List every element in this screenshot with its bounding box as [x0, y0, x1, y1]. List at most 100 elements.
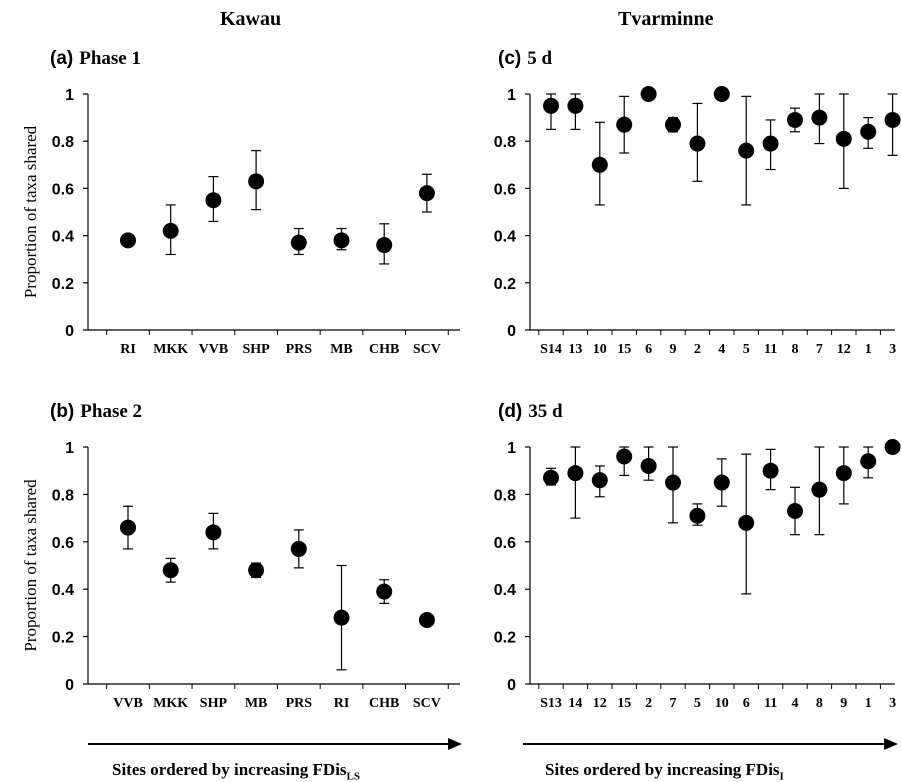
panel-d-data-point: [616, 448, 633, 465]
panel-a-category-label: SCV: [413, 342, 441, 357]
panel-c-data-point: [811, 109, 828, 126]
panel-c-category-label: 5: [743, 342, 750, 357]
panel-c-y-tick-label: 0: [507, 323, 516, 340]
panel-d-y-tick-label: 0.6: [494, 535, 516, 552]
panel-d-data-point: [567, 465, 584, 482]
panel-d-category-label: 15: [617, 696, 631, 711]
panel-a-category-label: MKK: [153, 342, 188, 357]
panel-a-category-label: RI: [120, 342, 136, 357]
panel-c-data-point: [738, 142, 755, 159]
panel-d-letter: (d): [498, 401, 523, 422]
panel-d-data-point: [640, 457, 657, 474]
panel-a-y-tick-label: 1: [65, 87, 74, 104]
panel-a-data-point: [333, 232, 350, 249]
panel-a-y-tick-label: 0.2: [52, 276, 74, 293]
panel-a-label: (a) Phase 1: [50, 48, 141, 70]
panel-c-data-point: [689, 135, 706, 152]
right-order-arrow-head: [884, 738, 898, 750]
panel-b-data-point: [333, 609, 350, 626]
panel-b-category-label: RI: [334, 696, 350, 711]
panel-d-category-label: 2: [645, 696, 652, 711]
panel-c-category-label: 15: [617, 342, 631, 357]
panel-d-category-label: 9: [840, 696, 847, 711]
panel-b-category-label: VVB: [113, 696, 143, 711]
right-bottom-label: Sites ordered by increasing FDisI: [545, 760, 784, 782]
panel-b-y-axis-label: Proportion of taxa shared: [21, 479, 40, 652]
tvarminne-column-title: Tvarminne: [618, 8, 714, 30]
panel-c-label: (c) 5 d: [498, 48, 552, 70]
panel-c-data-point: [884, 111, 901, 128]
panel-a-category-label: VVB: [199, 342, 229, 357]
kawau-column-title: Kawau: [220, 8, 282, 30]
panel-d-plot: 0 0.2 0.4 0.6 0.8 1 S13 14 12 15 2 7 5 10 6 11 4 8 9 1 3: [494, 439, 901, 711]
panel-d-data-point: [811, 481, 828, 498]
panel-d-data-point: [762, 462, 779, 479]
panel-a-y-tick-label: 0.8: [52, 134, 74, 151]
panel-a-letter: (a): [50, 48, 74, 69]
panel-a-data-point: [290, 234, 307, 251]
panel-a-y-tick-label: 0.4: [52, 229, 74, 246]
panel-b-letter: (b): [50, 401, 75, 422]
panel-d-category-label: 7: [670, 696, 677, 711]
panel-b-data-point: [162, 562, 179, 579]
panel-d-y-tick-label: 1: [507, 440, 516, 457]
panel-b-data-point: [290, 540, 307, 557]
panel-b-plot: 0 0.2 0.4 0.6 0.8 1 VVB MKK SHP MB PRS RI CHB SCV Prop…: [21, 440, 460, 711]
panel-b-y-tick-label: 0.2: [52, 630, 74, 647]
panel-a-data-point: [162, 222, 179, 239]
panel-b-y-tick-label: 1: [65, 440, 74, 457]
panel-b-data-point: [418, 612, 435, 629]
panel-a-y-axis-label: Proportion of taxa shared: [21, 125, 40, 298]
panel-d-category-label: 12: [593, 696, 607, 711]
panel-b-y-tick-label: 0.4: [52, 582, 74, 599]
panel-d-data-point: [835, 465, 852, 482]
panel-c-category-label: 10: [593, 342, 607, 357]
panel-c-category-label: 12: [837, 342, 851, 357]
panel-c-y-tick-label: 0.4: [494, 229, 516, 246]
panel-c-data-point: [567, 97, 584, 114]
panel-b-data-point: [376, 583, 393, 600]
panel-b-category-label: SCV: [413, 696, 441, 711]
panel-d-data-point: [884, 439, 901, 455]
panel-a-title: Phase 1: [79, 48, 141, 69]
panel-c-category-label: S14: [540, 342, 562, 357]
right-bottom-label-sub: I: [779, 770, 784, 782]
panel-c-category-label: 4: [718, 342, 725, 357]
panel-d-data-point: [665, 474, 681, 491]
panel-c-y-tick-label: 0.8: [494, 134, 516, 151]
panel-c-y-tick-label: 0.2: [494, 276, 516, 293]
panel-a-data-point: [205, 192, 222, 209]
panel-c-category-label: 11: [764, 342, 777, 357]
panel-c-data-point: [616, 116, 633, 133]
panel-d-category-label: 5: [694, 696, 701, 711]
panel-c-data-point: [543, 97, 559, 114]
panel-c-data-point: [787, 111, 803, 128]
panel-b-data-point: [120, 519, 136, 536]
panel-d-y-tick-label: 0: [507, 677, 516, 694]
panel-c-category-label: 13: [568, 342, 582, 357]
panel-d-data-point: [689, 507, 706, 524]
panel-d-data-point: [860, 453, 877, 470]
panel-d-data-point: [738, 514, 755, 531]
panel-d-data-point: [787, 502, 803, 519]
panel-d-category-label: S13: [540, 696, 562, 711]
panel-d-data-point: [591, 472, 608, 489]
panel-d-category-label: 6: [743, 696, 750, 711]
panel-d-y-tick-label: 0.4: [494, 582, 516, 599]
panel-d-category-label: 8: [816, 696, 823, 711]
panel-c-category-label: 6: [645, 342, 652, 357]
panel-d-title: 35 d: [528, 401, 563, 422]
panel-c-data-point: [640, 86, 657, 102]
panel-b-category-label: PRS: [286, 696, 313, 711]
panel-d-label: (d) 35 d: [498, 401, 563, 423]
panel-a-category-label: CHB: [369, 342, 399, 357]
panel-a-data-point: [418, 185, 435, 202]
panel-b-y-tick-label: 0.8: [52, 487, 74, 504]
panel-d-category-label: 1: [865, 696, 872, 711]
panel-b-data-point: [248, 562, 265, 579]
left-bottom-label-sub: LS: [346, 770, 361, 782]
panel-c-category-label: 9: [670, 342, 677, 357]
panel-d-data-point: [713, 474, 730, 491]
